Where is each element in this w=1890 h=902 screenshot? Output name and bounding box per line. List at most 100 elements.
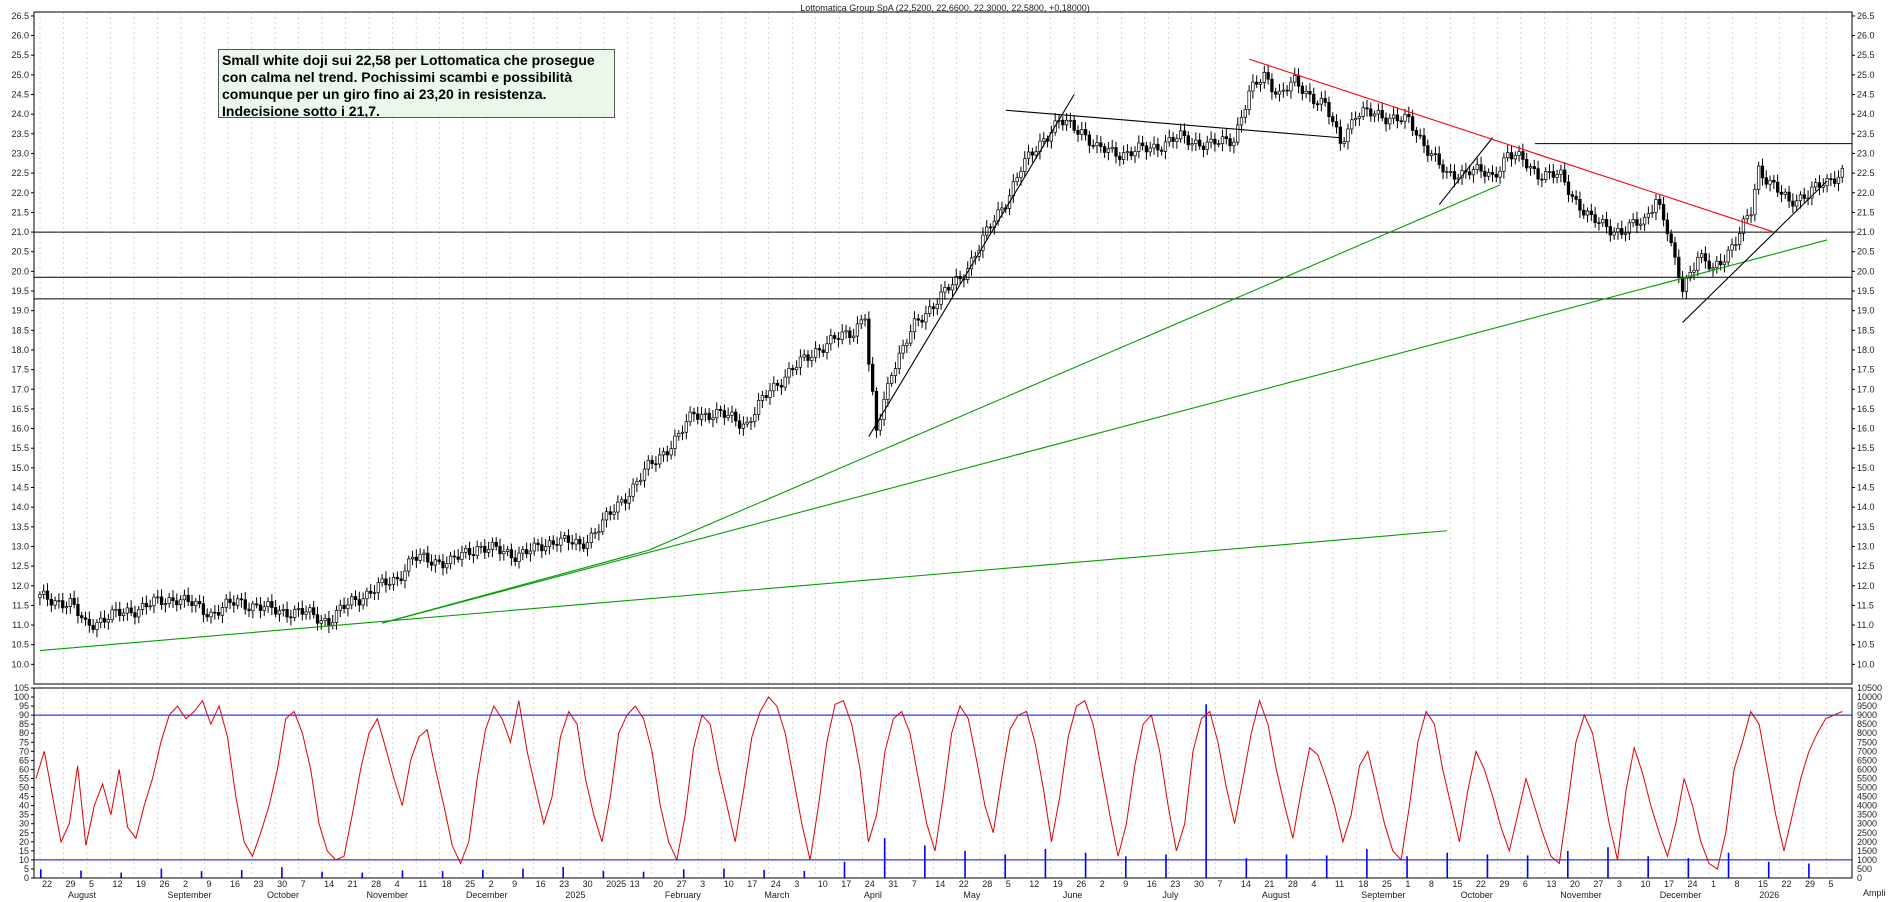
candle-body [129,607,133,614]
x-day-tick-label: 11 [1335,879,1344,889]
y-tick-label-left: 12.5 [11,561,29,571]
candle-body [658,454,662,465]
candle-body [1582,209,1586,216]
x-day-tick-label: 23 [559,879,569,889]
candle-body [1395,114,1400,122]
candle-body [1517,151,1521,156]
osc-y-tick-label-left: 100 [14,692,29,702]
candle-body [1384,117,1388,125]
volume-bar [1647,856,1649,878]
candle-body [486,549,491,553]
osc-y-tick-label-right: 3000 [1857,819,1877,829]
candle-body [293,608,297,619]
candle-body [1696,256,1700,271]
x-month-tick-label: August [1262,890,1291,900]
candle-body [418,553,422,561]
y-tick-label-right: 24.0 [1857,109,1875,119]
candle-body [1186,135,1190,146]
candle-body [384,578,388,586]
candle-body [1209,138,1213,143]
y-tick-label-right: 20.0 [1857,266,1875,276]
candle-body [106,619,110,623]
candle-body [1418,134,1422,137]
candle-body [83,617,88,620]
candle-body [928,306,932,314]
candle-body [483,545,487,553]
candle-body [163,603,168,606]
x-day-tick-label: 1 [1711,879,1716,889]
candle-body [266,601,270,608]
candle-body [547,540,552,547]
x-day-tick-label: 18 [1358,879,1368,889]
candle-body [715,409,719,419]
candle-body [840,331,844,340]
candle-body [258,604,263,611]
candle-body [388,583,392,586]
candle-body [737,420,742,429]
y-tick-label-left: 12.0 [11,581,29,591]
candle-body [72,598,76,605]
candle-body [635,481,639,485]
candle-body [380,578,384,584]
candle-body [517,552,521,563]
candle-body [475,546,479,556]
candle-body [53,600,57,606]
y-tick-label-left: 14.0 [11,502,29,512]
candle-body [1148,147,1152,153]
x-month-tick-label: March [764,890,789,900]
candle-body [646,459,650,470]
candle-body [1429,153,1434,156]
candle-body [859,319,863,325]
volume-bar [120,872,122,878]
x-day-tick-label: 26 [160,879,170,889]
x-day-tick-label: 28 [371,879,381,889]
candle-body [1506,152,1510,159]
candle-body [639,479,643,482]
candle-body [1023,158,1027,172]
x-day-tick-label: 10 [1640,879,1650,889]
volume-bar [642,871,645,878]
volume-bar [723,868,725,878]
candle-body [1635,219,1639,226]
candle-body [1179,130,1183,140]
candle-body [1699,253,1704,258]
candle-body [304,611,308,615]
x-day-tick-label: 16 [536,879,546,889]
candle-body [1140,142,1145,147]
candle-body [315,614,320,624]
candle-body [114,608,118,611]
x-day-tick-label: 5 [89,879,94,889]
x-day-tick-label: 25 [1382,879,1392,889]
y-tick-label-right: 16.0 [1857,424,1875,434]
candle-body [1129,151,1133,157]
candle-body [1266,71,1270,80]
candle-body [235,598,240,606]
candle-body [1015,177,1019,183]
x-day-tick-label: 17 [747,879,757,889]
candle-body [327,618,331,626]
y-tick-label-left: 18.0 [11,345,29,355]
y-tick-label-right: 11.5 [1857,600,1874,610]
y-tick-label-right: 23.5 [1857,129,1875,139]
candle-body [1783,191,1787,195]
candle-body [897,352,901,369]
candle-body [540,544,544,552]
candle-body [1000,207,1004,211]
candle-body [137,609,141,618]
candle-body [1198,139,1202,147]
x-month-tick-label: April [864,890,882,900]
volume-bar [1767,861,1770,878]
candle-body [110,609,114,620]
candle-body [912,318,917,333]
osc-y-tick-label-right: 9000 [1857,710,1877,720]
candle-body [445,563,449,569]
candle-body [1300,85,1304,94]
candle-body [441,561,445,569]
candle-body [1019,171,1023,179]
candle-body [601,519,605,533]
candle-body [239,598,244,601]
x-day-tick-label: 7 [912,879,917,889]
candle-body [1730,244,1734,251]
candle-body [1034,151,1038,156]
x-day-tick-label: 31 [888,879,898,889]
